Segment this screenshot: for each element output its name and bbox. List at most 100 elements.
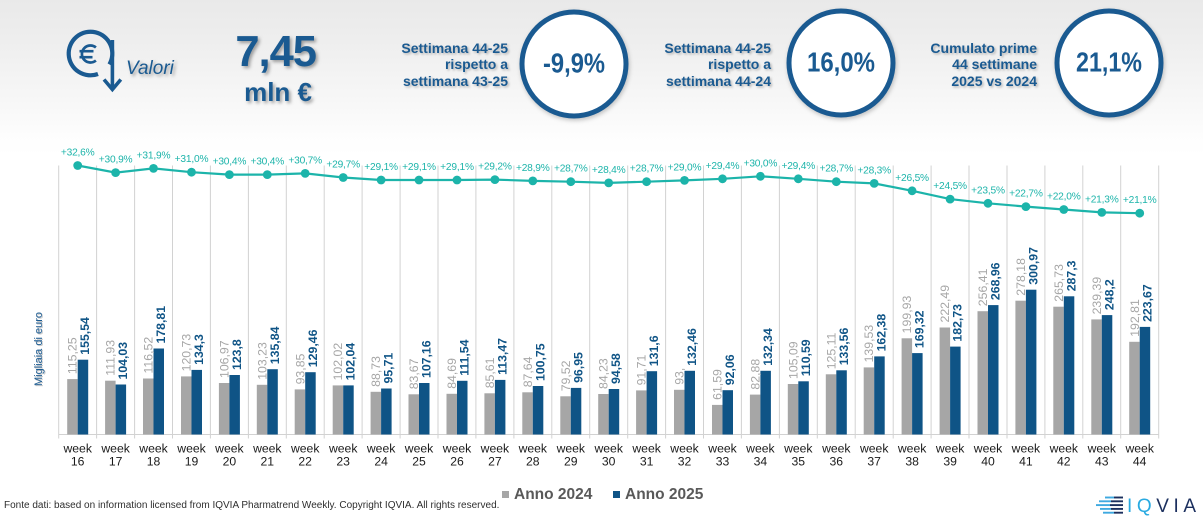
svg-text:182,73: 182,73 xyxy=(951,304,965,342)
svg-text:IQVIA: IQVIA xyxy=(1127,496,1201,517)
svg-text:42: 42 xyxy=(1057,455,1071,469)
svg-text:37: 37 xyxy=(867,455,881,469)
svg-text:132,46: 132,46 xyxy=(685,328,699,366)
svg-text:222,49: 222,49 xyxy=(938,285,952,323)
svg-text:+21,3%: +21,3% xyxy=(1085,194,1119,205)
svg-text:+28,7%: +28,7% xyxy=(630,164,664,175)
svg-text:week: week xyxy=(366,442,396,456)
svg-text:106,97: 106,97 xyxy=(217,340,231,378)
svg-text:40: 40 xyxy=(981,455,995,469)
svg-text:95,71: 95,71 xyxy=(382,353,396,384)
svg-text:104,03: 104,03 xyxy=(116,342,130,380)
svg-text:132,34: 132,34 xyxy=(761,328,775,366)
svg-text:115,25: 115,25 xyxy=(66,337,80,374)
svg-text:week: week xyxy=(1087,442,1117,456)
svg-text:125,11: 125,11 xyxy=(824,332,838,369)
svg-text:103,23: 103,23 xyxy=(255,342,269,380)
svg-text:+24,5%: +24,5% xyxy=(933,181,967,192)
svg-text:134,3: 134,3 xyxy=(192,334,206,365)
svg-text:+32,6%: +32,6% xyxy=(61,148,95,159)
svg-text:-9,9%: -9,9% xyxy=(543,48,605,79)
svg-text:129,46: 129,46 xyxy=(306,329,320,367)
svg-text:38: 38 xyxy=(905,455,919,469)
svg-text:+30,0%: +30,0% xyxy=(744,158,778,169)
svg-text:+28,7%: +28,7% xyxy=(554,164,588,175)
svg-text:week: week xyxy=(631,442,661,456)
svg-text:week: week xyxy=(859,442,889,456)
svg-text:113,47: 113,47 xyxy=(495,338,509,375)
svg-text:43: 43 xyxy=(1095,455,1109,469)
svg-text:+21,1%: +21,1% xyxy=(1123,195,1157,206)
svg-text:135,84: 135,84 xyxy=(268,326,282,364)
svg-text:week: week xyxy=(669,442,699,456)
svg-text:week: week xyxy=(1124,442,1154,456)
svg-text:+28,3%: +28,3% xyxy=(857,165,891,176)
svg-text:139,53: 139,53 xyxy=(862,325,876,363)
svg-text:week: week xyxy=(935,442,965,456)
svg-text:120,73: 120,73 xyxy=(180,334,194,372)
svg-text:102,04: 102,04 xyxy=(344,343,358,381)
svg-text:34: 34 xyxy=(754,455,768,469)
svg-text:178,81: 178,81 xyxy=(154,306,168,344)
svg-text:+28,7%: +28,7% xyxy=(819,164,853,175)
svg-text:91,71: 91,71 xyxy=(635,354,649,385)
svg-text:16,0%: 16,0% xyxy=(807,47,875,78)
svg-text:21: 21 xyxy=(261,455,275,469)
svg-text:32: 32 xyxy=(678,455,692,469)
svg-text:223,67: 223,67 xyxy=(1140,284,1154,322)
svg-text:+30,4%: +30,4% xyxy=(250,157,284,168)
svg-text:287,3: 287,3 xyxy=(1064,260,1078,291)
svg-text:107,16: 107,16 xyxy=(420,340,434,378)
svg-text:24: 24 xyxy=(374,455,388,469)
svg-text:111,93: 111,93 xyxy=(104,340,118,376)
svg-text:week: week xyxy=(1049,442,1079,456)
svg-text:week: week xyxy=(480,442,510,456)
svg-text:192,81: 192,81 xyxy=(1128,299,1142,337)
svg-text:week: week xyxy=(973,442,1003,456)
svg-text:268,96: 268,96 xyxy=(989,262,1003,300)
svg-text:week: week xyxy=(1011,442,1041,456)
svg-text:278,18: 278,18 xyxy=(1014,258,1028,296)
svg-text:248,2: 248,2 xyxy=(1102,279,1116,310)
svg-text:+29,2%: +29,2% xyxy=(478,162,512,173)
svg-text:199,93: 199,93 xyxy=(900,296,914,334)
svg-text:35: 35 xyxy=(792,455,806,469)
svg-text:131,6: 131,6 xyxy=(647,335,661,366)
svg-text:31: 31 xyxy=(640,455,654,469)
svg-text:Migliaia di euro: Migliaia di euro xyxy=(33,312,45,386)
svg-text:83,67: 83,67 xyxy=(407,358,421,389)
svg-text:116,52: 116,52 xyxy=(142,337,156,374)
svg-text:133,56: 133,56 xyxy=(837,328,851,366)
svg-text:26: 26 xyxy=(450,455,464,469)
svg-text:155,54: 155,54 xyxy=(78,317,92,355)
svg-text:256,41: 256,41 xyxy=(976,268,990,306)
svg-text:123,8: 123,8 xyxy=(230,339,244,370)
svg-text:239,39: 239,39 xyxy=(1090,277,1104,315)
svg-text:21,1%: 21,1% xyxy=(1076,47,1142,78)
svg-text:84,69: 84,69 xyxy=(445,358,459,389)
svg-text:week: week xyxy=(556,442,586,456)
svg-text:265,73: 265,73 xyxy=(1052,264,1066,302)
svg-text:300,97: 300,97 xyxy=(1027,247,1041,285)
svg-text:week: week xyxy=(290,442,320,456)
svg-text:+29,4%: +29,4% xyxy=(706,161,740,172)
svg-text:+29,7%: +29,7% xyxy=(326,160,360,171)
svg-text:week: week xyxy=(176,442,206,456)
svg-text:+30,4%: +30,4% xyxy=(213,157,247,168)
svg-text:85,61: 85,61 xyxy=(483,357,497,388)
svg-text:week: week xyxy=(821,442,851,456)
svg-text:week: week xyxy=(518,442,548,456)
svg-text:102,02: 102,02 xyxy=(331,343,345,381)
svg-text:Migliaia di euro: Migliaia di euro xyxy=(34,313,46,387)
svg-text:44: 44 xyxy=(1133,455,1147,469)
svg-text:week: week xyxy=(62,442,92,456)
svg-text:111,54: 111,54 xyxy=(458,339,472,375)
svg-text:61,59: 61,59 xyxy=(711,369,725,400)
svg-text:+22,7%: +22,7% xyxy=(1009,189,1043,200)
svg-text:93,85: 93,85 xyxy=(293,353,307,384)
svg-text:88,73: 88,73 xyxy=(369,356,383,387)
svg-text:+28,4%: +28,4% xyxy=(592,165,626,176)
svg-text:week: week xyxy=(897,442,927,456)
svg-text:week: week xyxy=(404,442,434,456)
svg-text:79,52: 79,52 xyxy=(559,360,573,391)
